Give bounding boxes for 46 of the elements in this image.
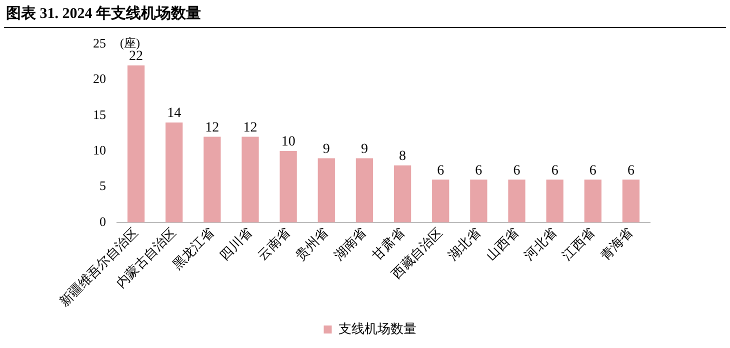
x-tick-label: 江西省 xyxy=(559,224,598,264)
y-tick-label: 10 xyxy=(93,142,106,158)
bar xyxy=(508,180,526,222)
x-tick-label: 青海省 xyxy=(597,224,636,264)
data-label: 9 xyxy=(322,142,330,157)
bar xyxy=(622,180,640,222)
y-tick-label: 15 xyxy=(93,106,106,122)
data-label: 9 xyxy=(360,142,368,157)
bar xyxy=(356,158,374,222)
bar xyxy=(584,180,602,222)
x-tick-label: 贵州省 xyxy=(292,224,331,264)
data-label: 6 xyxy=(437,163,444,178)
x-tick-label: 四川省 xyxy=(216,224,255,264)
x-tick-label: 云南省 xyxy=(254,224,293,264)
data-label: 12 xyxy=(205,120,220,136)
bar xyxy=(166,122,183,222)
y-tick-label: 20 xyxy=(93,71,106,86)
chart-title: 图表 31. 2024 年支线机场数量 xyxy=(6,4,201,23)
bar xyxy=(280,151,297,222)
data-label: 8 xyxy=(399,149,406,164)
bar xyxy=(127,65,145,222)
bar xyxy=(470,180,488,222)
data-label: 6 xyxy=(551,163,558,178)
data-label: 6 xyxy=(627,163,634,178)
y-tick-label: 25 xyxy=(93,35,106,50)
bar xyxy=(318,158,335,222)
x-tick-label: 山西省 xyxy=(483,224,522,264)
data-label: 22 xyxy=(129,49,144,64)
bar xyxy=(242,136,259,222)
bar xyxy=(546,180,564,222)
legend-label: 支线机场数量 xyxy=(338,320,416,336)
bar xyxy=(432,180,450,222)
data-label: 10 xyxy=(281,134,296,150)
data-label: 12 xyxy=(243,120,258,136)
y-axis-title: (座) xyxy=(120,36,140,50)
x-tick-label: 河北省 xyxy=(521,224,560,264)
data-label: 6 xyxy=(475,163,482,178)
x-tick-label: 湖南省 xyxy=(330,224,370,264)
y-tick-label: 5 xyxy=(100,178,106,194)
data-label: 6 xyxy=(589,163,596,178)
y-tick-label: 0 xyxy=(100,214,106,229)
bar xyxy=(394,165,412,222)
data-label: 6 xyxy=(513,163,520,178)
data-label: 14 xyxy=(167,106,182,122)
x-tick-label: 湖北省 xyxy=(445,224,484,264)
bar xyxy=(204,136,221,222)
